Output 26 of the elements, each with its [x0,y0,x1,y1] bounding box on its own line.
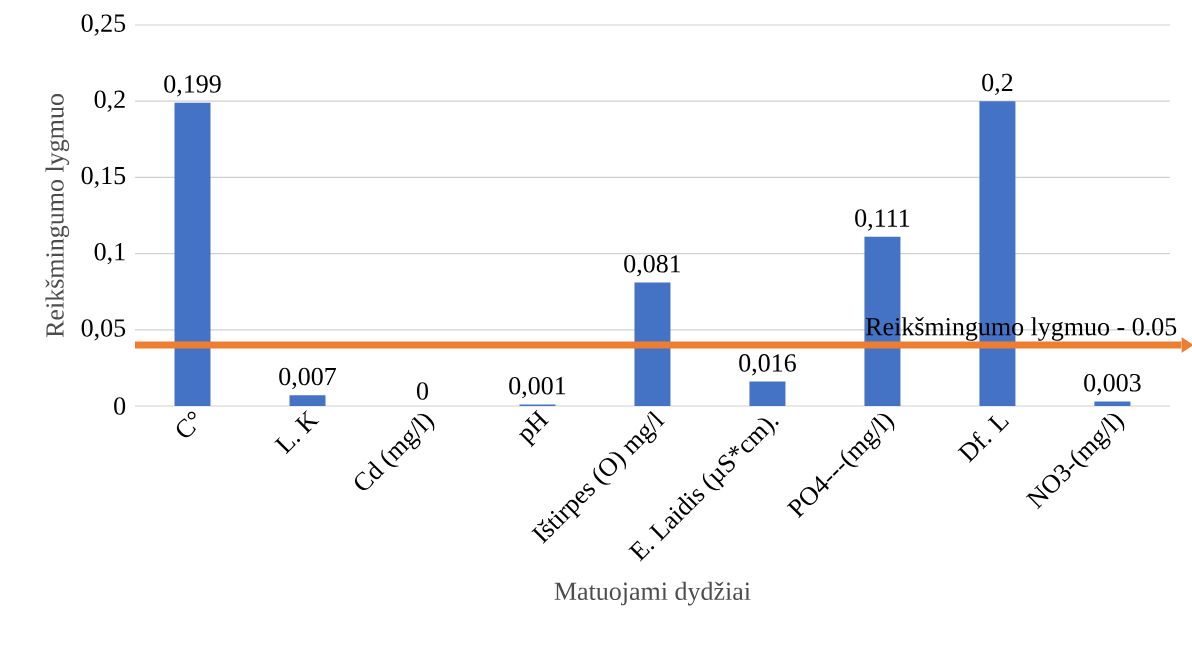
data-label: 0,003 [1084,373,1141,396]
x-tick-label: L. K [274,410,320,455]
y-tick-label: 0,25 [81,14,126,36]
y-tick-label: 0,1 [94,242,125,265]
y-axis-title: Reikšmingumo lygmuo [45,94,70,338]
y-tick-label: 0,15 [81,166,126,189]
x-tick-label: pH [518,409,549,448]
data-label: 0 [416,382,428,400]
data-label: 0,016 [739,354,796,376]
x-tick-label: C° [176,411,196,438]
bar [174,102,211,406]
bar [289,395,326,406]
y-tick-label: 0,2 [94,90,125,112]
bar [749,381,786,406]
bar [634,282,671,406]
data-label: 0,081 [624,255,681,277]
x-tick-label: Df. L [957,415,1010,463]
x-axis-title: Matuojami dydžiai [554,581,751,606]
data-label: 0,001 [509,376,566,399]
data-label: 0,2 [982,73,1013,95]
data-label: 0,111 [855,209,910,231]
data-label: 0,007 [279,367,336,390]
y-tick-label: 0 [114,397,126,415]
data-label: 0,199 [164,75,221,97]
y-tick-label: 0,05 [81,319,126,341]
bar [1094,401,1131,406]
